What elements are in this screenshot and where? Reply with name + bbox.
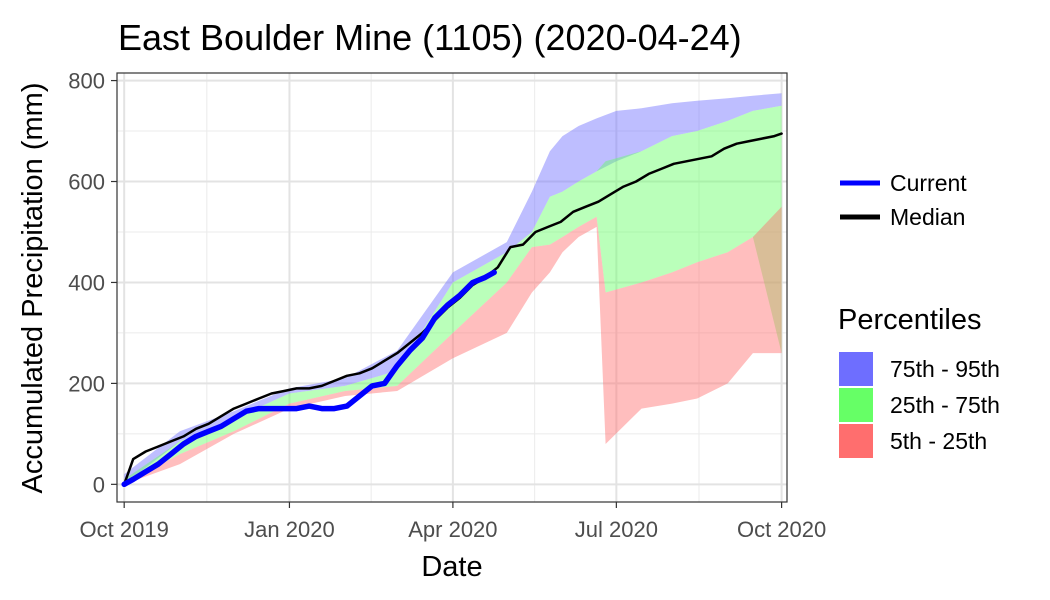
- x-axis-ticks: Oct 2019 Jan 2020 Apr 2020 Jul 2020 Oct 2020: [80, 502, 826, 542]
- y-tick-label: 200: [68, 371, 105, 396]
- y-tick-label: 0: [93, 472, 105, 497]
- legend: Current Median Percentiles 75th - 95th 2…: [838, 170, 1000, 458]
- legend-label-current: Current: [890, 170, 967, 196]
- band-1: [124, 105, 782, 485]
- panel-border: [116, 72, 788, 503]
- x-tick-label: Jan 2020: [244, 517, 335, 542]
- series-lines: [121, 132, 783, 488]
- percentile-bands: [124, 93, 782, 485]
- x-tick-label: Jul 2020: [575, 517, 658, 542]
- legend-key-25-75: [839, 388, 873, 422]
- y-tick-label: 400: [68, 270, 105, 295]
- legend-label-5-25: 5th - 25th: [890, 428, 987, 454]
- x-axis-title: Date: [421, 551, 482, 583]
- y-tick-label: 600: [68, 170, 105, 195]
- legend-key-75-95: [839, 352, 873, 386]
- legend-title-percentiles: Percentiles: [838, 304, 981, 336]
- y-axis-title: Accumulated Precipitation (mm): [17, 83, 49, 494]
- x-tick-label: Oct 2020: [737, 517, 826, 542]
- legend-key-5-25: [839, 424, 873, 458]
- grid-lines: [117, 73, 787, 502]
- y-tick-label: 800: [68, 69, 105, 94]
- plot-panel: [116, 72, 788, 503]
- legend-label-25-75: 25th - 75th: [890, 392, 1000, 418]
- band-2: [124, 206, 782, 485]
- x-tick-label: Apr 2020: [408, 517, 497, 542]
- legend-label-median: Median: [890, 204, 965, 230]
- y-axis-ticks: 0 200 400 600 800: [68, 69, 117, 497]
- chart-title: East Boulder Mine (1105) (2020-04-24): [118, 17, 742, 58]
- current-line: [121, 269, 497, 488]
- x-tick-label: Oct 2019: [80, 517, 169, 542]
- legend-label-75-95: 75th - 95th: [890, 356, 1000, 382]
